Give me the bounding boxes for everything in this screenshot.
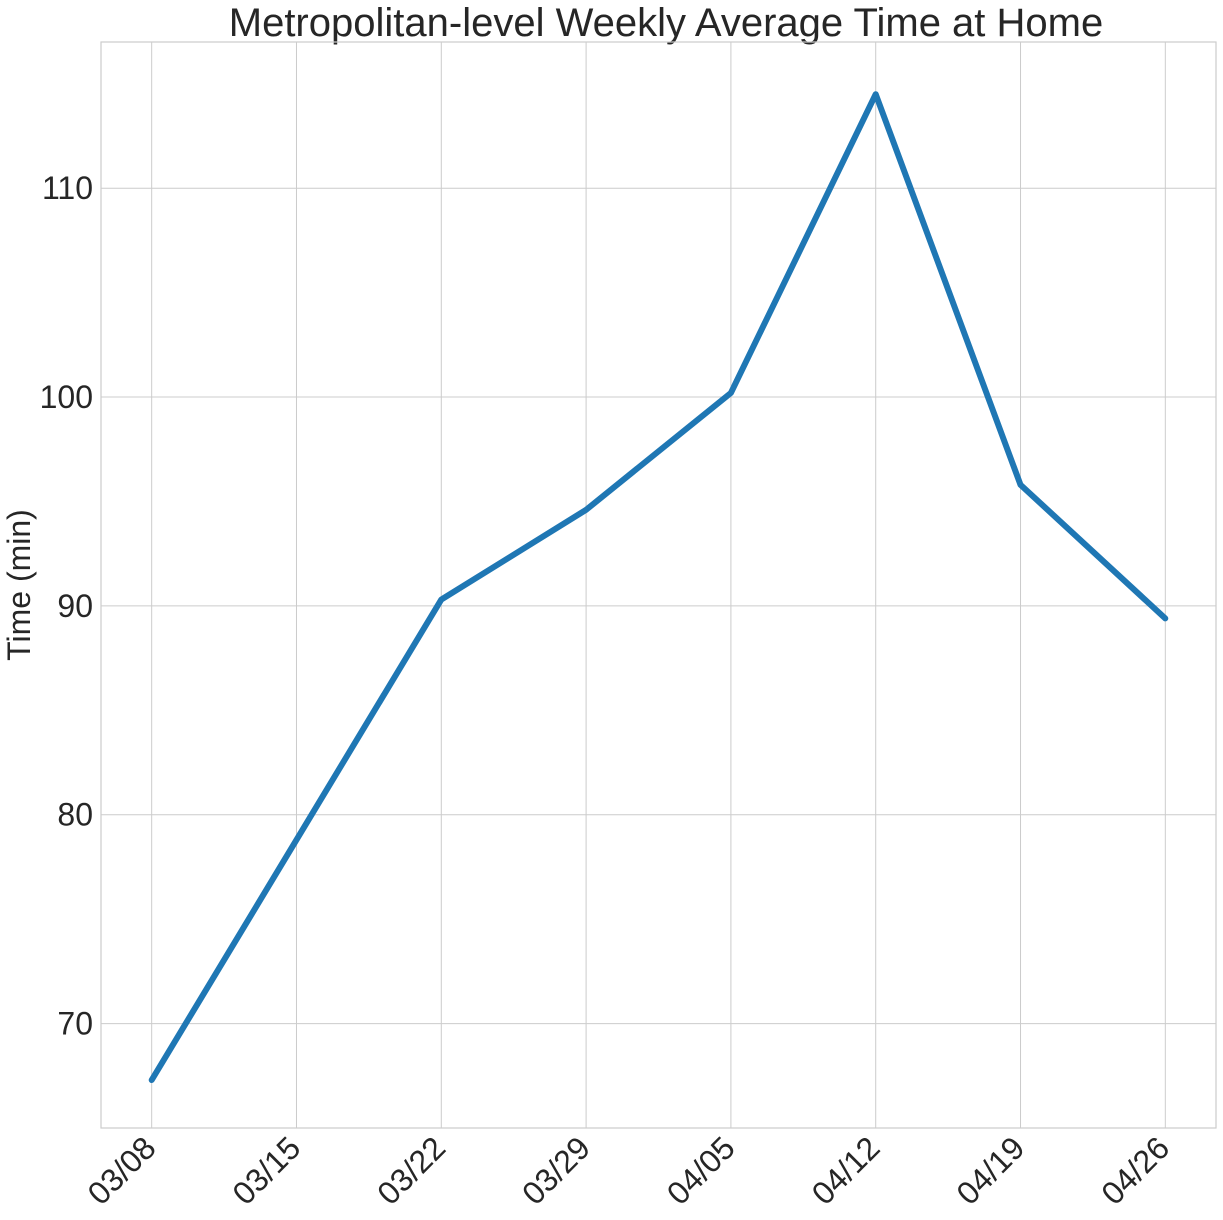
x-tick-label: 04/26 — [1094, 1129, 1176, 1211]
x-tick-label: 04/05 — [660, 1129, 742, 1211]
x-tick-label: 03/15 — [225, 1129, 307, 1211]
x-tick-label: 04/19 — [949, 1129, 1031, 1211]
y-axis-label: Time (min) — [1, 509, 37, 661]
y-tick-label: 100 — [40, 379, 93, 415]
series-line — [148, 91, 1169, 1083]
plot-frame — [100, 41, 1217, 1129]
y-tick-label: 110 — [42, 170, 93, 206]
grid — [101, 42, 1216, 1128]
x-tick-label: 03/08 — [81, 1129, 163, 1211]
x-tick-label: 03/29 — [515, 1129, 597, 1211]
x-tick-label: 03/22 — [370, 1129, 452, 1211]
series-layer — [148, 91, 1169, 1083]
x-tick-label: 04/12 — [805, 1129, 887, 1211]
y-tick-label: 70 — [57, 1006, 93, 1042]
tick-labels: 03/08 03/15 03/22 03/29 04/05 04/12 04/19 04/26… — [40, 170, 1177, 1211]
chart-title: Metropolitan-level Weekly Average Time a… — [229, 1, 1103, 45]
y-tick-label: 90 — [57, 588, 93, 624]
y-tick-label: 80 — [57, 797, 93, 833]
